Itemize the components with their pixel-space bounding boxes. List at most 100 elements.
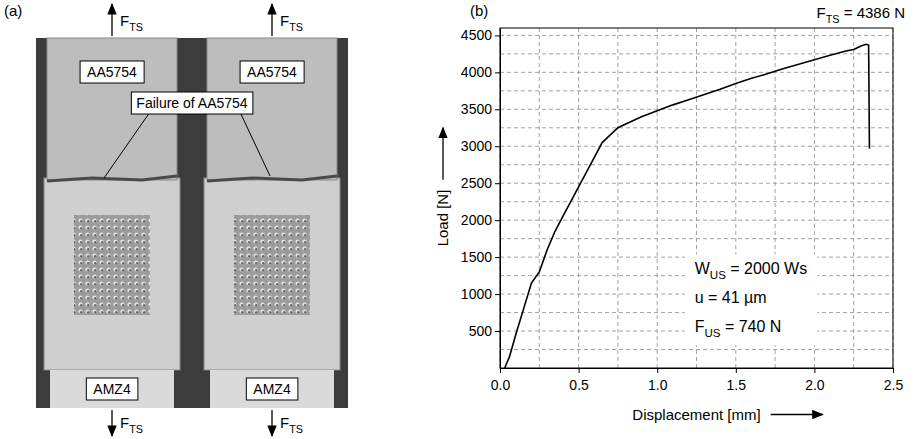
label-box: [80, 61, 144, 83]
grid-line: [500, 238, 893, 239]
force-arrow: [271, 4, 272, 36]
x-tick: 0.5: [569, 368, 589, 393]
subscript: TS: [289, 21, 303, 33]
tick-label: 0.5: [569, 377, 589, 393]
data-layer: [505, 44, 870, 368]
tick-label: 2.0: [805, 377, 825, 393]
tick-label: 3000: [461, 138, 492, 154]
lower-sheet: [204, 178, 340, 370]
tick-mark: [495, 331, 500, 332]
rich-text: u = 41 µm: [695, 289, 767, 306]
y-tick: 1500: [461, 249, 500, 265]
subscript: US: [704, 327, 720, 339]
symbol: W: [695, 260, 711, 277]
specimen: AA5754AMZ4FTSFTS: [204, 4, 340, 436]
tick-label: 1.0: [648, 377, 668, 393]
amz4-strip: [210, 370, 334, 408]
leader-line: [104, 112, 150, 178]
symbol: u: [695, 289, 704, 306]
axis-line: [501, 368, 894, 369]
panel-a: (a)AA5754AMZ4FTSFTSAA5754AMZ4FTSFTSFailu…: [4, 2, 348, 436]
failure-annotation: Failure of AA5754: [104, 92, 270, 178]
x-axis: 0.0 0.5 1.0 1.5 2.0 2.5: [491, 368, 904, 393]
sheet-label: AA5754: [247, 64, 297, 80]
axis-line: [500, 29, 501, 369]
weld-area: [74, 215, 150, 315]
tick-label: 2000: [461, 212, 492, 228]
sheet-label: AMZ4: [253, 381, 291, 397]
subscript: TS: [826, 13, 840, 25]
axis-arrow: [442, 128, 443, 180]
force-arrow: [111, 410, 112, 436]
axis-arrow: [771, 414, 823, 415]
x-tick: 1.5: [727, 368, 747, 393]
force-arrow: [271, 410, 272, 436]
symbol: F: [817, 4, 826, 21]
sheet-label: AA5754: [87, 64, 137, 80]
panel-label: (a): [4, 2, 22, 19]
y-tick: 4500: [461, 27, 500, 43]
grid-line: [500, 164, 893, 165]
y-tick: 2500: [461, 175, 500, 191]
grid-line: [500, 72, 893, 73]
leader-line: [240, 112, 270, 176]
plot-background: [500, 28, 893, 368]
tick-mark: [736, 368, 737, 373]
value-text: = 4386 N: [840, 4, 905, 21]
grid-line: [853, 28, 854, 368]
plot-frame: [500, 28, 893, 368]
y-tick: 2000: [461, 212, 500, 228]
lower-sheet: [44, 178, 180, 370]
figure: (a)AA5754AMZ4FTSFTSAA5754AMZ4FTSFTSFailu…: [0, 0, 920, 439]
tick-mark: [495, 109, 500, 110]
tick-mark: [495, 183, 500, 184]
y-axis-title: Load [N]: [434, 190, 451, 247]
x-tick: 2.0: [805, 368, 825, 393]
grid-line: [657, 28, 658, 368]
tick-mark: [579, 368, 580, 373]
tick-label: 2.5: [884, 377, 904, 393]
crack: [47, 176, 177, 181]
subscript: US: [710, 269, 726, 281]
symbol: F: [120, 12, 129, 29]
tick-mark: [500, 368, 501, 373]
force-arrow: [111, 4, 112, 36]
y-tick: 1000: [461, 286, 500, 302]
tick-mark: [495, 146, 500, 147]
rich-text: FUS = 740 N: [695, 318, 782, 339]
tick-label: 4500: [461, 27, 492, 43]
sheet-label: AMZ4: [93, 381, 131, 397]
grid-line: [500, 127, 893, 128]
rich-text: FTS: [280, 414, 303, 435]
subscript: TS: [129, 423, 143, 435]
tick-label: 3500: [461, 101, 492, 117]
tick-label: 0.0: [491, 377, 511, 393]
grid-line: [578, 28, 579, 368]
label-box: [240, 61, 304, 83]
value-text: = 2000 Ws: [726, 260, 807, 277]
tick-label: 2500: [461, 175, 492, 191]
amz4-strip: [50, 370, 174, 408]
grid-line: [500, 35, 893, 36]
x-tick: 0.0: [491, 368, 511, 393]
grid-line: [500, 109, 893, 110]
rich-text: FTS: [120, 414, 143, 435]
grid-line: [500, 201, 893, 202]
crack: [207, 176, 337, 181]
y-axis: 50010001500200025003000350040004500: [461, 27, 501, 368]
annotation-box: WUS = 2000 Wsu = 41 µmFUS = 740 N: [685, 254, 817, 345]
x-tick: 2.5: [884, 368, 904, 393]
y-tick: 3500: [461, 101, 500, 117]
panel-label: (b): [470, 2, 488, 19]
symbol: F: [280, 414, 289, 431]
symbol: F: [120, 414, 129, 431]
load-curve: [505, 44, 870, 368]
tick-mark: [657, 368, 658, 373]
label-box: [86, 378, 138, 400]
tick-label: 500: [469, 323, 493, 339]
grid-line: [500, 183, 893, 184]
label-box: [131, 92, 253, 114]
tick-mark: [495, 257, 500, 258]
grid-line: [500, 146, 893, 147]
subscript: TS: [129, 21, 143, 33]
